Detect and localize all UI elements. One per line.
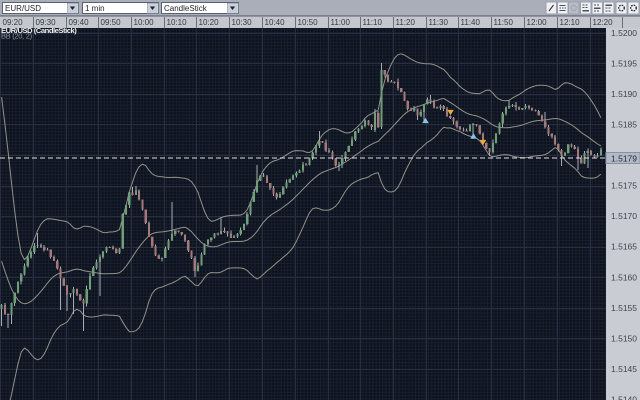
svg-text:1.5160: 1.5160 [611, 272, 637, 282]
svg-text:1.5195: 1.5195 [611, 58, 637, 68]
svg-text:1.5155: 1.5155 [611, 303, 637, 313]
svg-text:1.5165: 1.5165 [611, 242, 637, 252]
svg-text:11:30: 11:30 [429, 18, 449, 27]
svg-text:09:50: 09:50 [101, 18, 122, 27]
svg-text:1.5200: 1.5200 [611, 28, 637, 38]
svg-text:11:40: 11:40 [461, 18, 481, 27]
svg-text:11:00: 11:00 [331, 18, 351, 27]
svg-text:EUR/USD (CandleStick): EUR/USD (CandleStick) [1, 26, 77, 35]
svg-text:11:20: 11:20 [396, 18, 416, 27]
svg-text:1.5185: 1.5185 [611, 120, 637, 130]
svg-text:1.5140: 1.5140 [611, 395, 637, 400]
svg-text:11:50: 11:50 [494, 18, 514, 27]
svg-text:12:20: 12:20 [593, 18, 614, 27]
svg-text:1.5179: 1.5179 [611, 153, 637, 163]
svg-text:1 min: 1 min [85, 4, 105, 13]
svg-text:09:30: 09:30 [36, 18, 57, 27]
svg-text:10:20: 10:20 [199, 18, 220, 27]
svg-text:10:30: 10:30 [232, 18, 253, 27]
svg-text:BB (20, 2): BB (20, 2) [1, 32, 33, 41]
svg-text:EUR/USD: EUR/USD [5, 4, 41, 13]
svg-text:09:40: 09:40 [69, 18, 90, 27]
svg-text:10:40: 10:40 [265, 18, 286, 27]
svg-text:1.5170: 1.5170 [611, 211, 637, 221]
svg-text:1.5145: 1.5145 [611, 364, 637, 374]
svg-text:11:10: 11:10 [363, 18, 383, 27]
svg-text:10:00: 10:00 [134, 18, 155, 27]
svg-text:09:20: 09:20 [3, 18, 24, 27]
svg-text:CandleStick: CandleStick [164, 4, 208, 13]
svg-text:1.5150: 1.5150 [611, 333, 637, 343]
svg-text:12:10: 12:10 [560, 18, 581, 27]
svg-text:1.5190: 1.5190 [611, 89, 637, 99]
svg-text:1.5175: 1.5175 [611, 181, 637, 191]
svg-text:12:00: 12:00 [527, 18, 548, 27]
svg-text:10:50: 10:50 [298, 18, 319, 27]
svg-text:10:10: 10:10 [167, 18, 188, 27]
